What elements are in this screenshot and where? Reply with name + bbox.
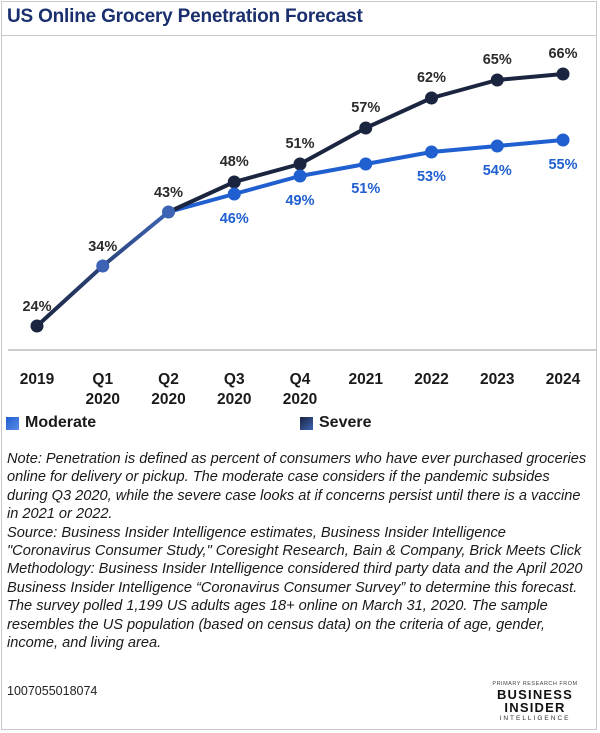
data-label-severe: 66%: [548, 46, 577, 62]
data-label-moderate: 55%: [548, 157, 577, 173]
chart-id: 1007055018074: [7, 684, 98, 698]
data-label-severe: 57%: [351, 100, 380, 116]
x-tick-label: 2021: [349, 371, 384, 388]
legend-label-moderate: Moderate: [25, 414, 97, 431]
brand-name: BUSINESS INSIDER: [496, 687, 574, 715]
chart-notes: Note: Penetration is defined as percent …: [7, 450, 593, 652]
x-tick-label: 2024: [546, 371, 581, 388]
x-tick-label: 2023: [480, 371, 515, 388]
legend-label-severe: Severe: [319, 414, 372, 431]
data-point-moderate: [359, 157, 373, 171]
data-point-severe: [556, 67, 570, 81]
note-text: Note: Penetration is defined as percent …: [7, 451, 587, 523]
data-point-severe: [227, 175, 241, 189]
brand-subtitle: INTELLIGENCE: [499, 715, 571, 722]
data-label-shared: 24%: [22, 299, 51, 315]
x-tick-label: 2020: [151, 391, 185, 408]
legend-item-severe: Severe: [300, 412, 372, 434]
x-tick-label: Q3: [224, 371, 245, 388]
legend-swatch-moderate: [6, 416, 19, 430]
x-tick-label: Q2: [158, 371, 179, 388]
data-label-moderate: 51%: [351, 181, 380, 197]
data-label-moderate: 54%: [483, 163, 512, 179]
data-label-shared: 43%: [154, 185, 183, 201]
data-label-severe: 51%: [285, 136, 314, 152]
data-point-shared: [162, 205, 175, 219]
data-point-shared: [96, 259, 110, 273]
chart-title: US Online Grocery Penetration Forecast: [7, 6, 363, 27]
data-point-moderate: [556, 133, 570, 147]
x-tick-label: 2020: [217, 391, 251, 408]
data-label-severe: 65%: [483, 52, 512, 68]
brand-tagline: PRIMARY RESEARCH FROM: [492, 681, 578, 687]
x-tick-label: 2020: [283, 391, 317, 408]
x-tick-label: 2022: [414, 371, 448, 388]
legend-item-moderate: Moderate: [6, 412, 96, 434]
data-label-moderate: 46%: [220, 211, 249, 227]
data-label-severe: 62%: [417, 70, 446, 86]
data-label-severe: 48%: [220, 154, 249, 170]
source-text: Source: Business Insider Intelligence es…: [7, 524, 582, 560]
legend-swatch-severe: [300, 416, 313, 430]
data-label-moderate: 53%: [417, 169, 446, 185]
data-point-moderate: [293, 169, 307, 183]
data-label-moderate: 49%: [285, 193, 314, 209]
data-point-severe: [425, 91, 438, 105]
data-point-moderate: [425, 145, 438, 159]
data-point-severe: [359, 121, 373, 135]
data-label-shared: 34%: [88, 239, 117, 255]
data-point-severe: [490, 73, 504, 87]
data-point-shared: [30, 319, 44, 333]
title-divider: [1, 35, 597, 36]
methodology-text: Methodology: Business Insider Intelligen…: [7, 561, 583, 652]
brand-logo: PRIMARY RESEARCH FROM BUSINESS INSIDER I…: [480, 681, 590, 722]
data-point-moderate: [490, 139, 504, 153]
x-tick-label: 2020: [86, 391, 120, 408]
data-point-severe: [293, 157, 307, 171]
data-point-moderate: [227, 187, 241, 201]
x-tick-label: Q4: [290, 371, 311, 388]
x-tick-label: Q1: [92, 371, 113, 388]
line-chart: 24% 34% 43% 48% 46% 51% 49% 57% 51% 62% 53% 65% 54% 6…: [8, 46, 596, 408]
x-tick-label: 2019: [20, 371, 55, 388]
